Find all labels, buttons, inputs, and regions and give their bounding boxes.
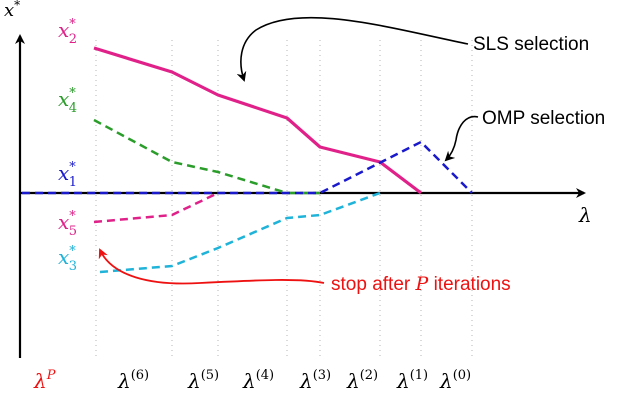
tick-label-l4: λ(4) (242, 368, 274, 393)
omp-selection-arrow (444, 115, 479, 162)
curve-label-x3: x* 3 (58, 244, 77, 274)
tick-label-l2: λ(2) (346, 368, 378, 393)
sls-selection-label: SLS selection (473, 34, 589, 55)
stop-label: stop after P iterations (331, 273, 511, 295)
curve-label-x5: x* 5 (58, 209, 77, 239)
omp-selection-label: OMP selection (482, 108, 605, 129)
tick-label-l1: λ(1) (396, 368, 428, 393)
tick-label-lp: λP (33, 368, 56, 393)
lambda-guide-lines (95, 40, 473, 360)
curve-labels: x* 2 x* 4 x* 1 x* 5 x* 3 (58, 17, 77, 274)
curve-x5 (93, 191, 219, 224)
curve-x2-sls (93, 46, 422, 195)
tick-label-l0: λ(0) (439, 368, 471, 393)
curve-x3 (99, 191, 381, 274)
curve-x4 (93, 118, 320, 195)
curve-label-x2: x* 2 (58, 17, 77, 47)
curve-label-x4: x* 4 (58, 86, 77, 116)
y-axis-label: x* (4, 0, 20, 21)
x-axis-label: λ (578, 203, 592, 227)
curve-x1-omp (22, 140, 473, 195)
tick-label-l3: λ(3) (299, 368, 331, 393)
tick-label-l6: λ(6) (117, 368, 149, 393)
curve-label-x1: x* 1 (58, 160, 77, 190)
sls-selection-arrow (236, 16, 469, 82)
stop-arrow (98, 248, 325, 285)
lambda-tick-labels: λP λ(6) λ(5) λ(4) λ(3) λ(2) λ(1) λ(0) (33, 368, 471, 393)
tick-label-l5: λ(5) (187, 368, 219, 393)
